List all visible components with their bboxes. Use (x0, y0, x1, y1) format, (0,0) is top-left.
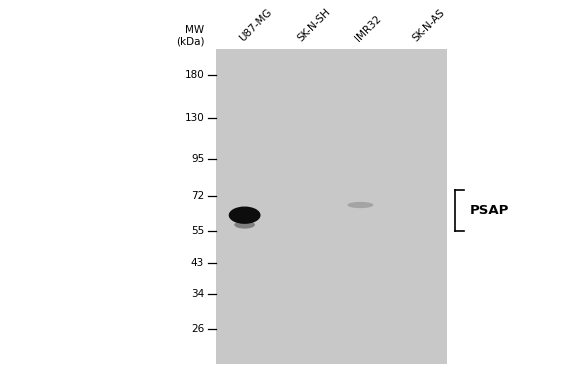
Text: IMR32: IMR32 (353, 14, 383, 44)
Ellipse shape (235, 221, 255, 229)
Text: SK-N-SH: SK-N-SH (296, 7, 332, 44)
Text: SK-N-AS: SK-N-AS (411, 8, 447, 44)
Text: 180: 180 (184, 70, 204, 80)
Text: 26: 26 (191, 324, 204, 335)
Text: MW
(kDa): MW (kDa) (176, 25, 204, 46)
Ellipse shape (347, 202, 374, 208)
Text: 130: 130 (184, 113, 204, 123)
Text: 95: 95 (191, 154, 204, 164)
Text: 55: 55 (191, 226, 204, 236)
Text: 43: 43 (191, 258, 204, 268)
Ellipse shape (229, 206, 261, 224)
Text: PSAP: PSAP (469, 204, 509, 217)
Text: 34: 34 (191, 289, 204, 299)
Text: U87-MG: U87-MG (237, 8, 274, 44)
FancyBboxPatch shape (216, 49, 447, 364)
Text: 72: 72 (191, 191, 204, 201)
